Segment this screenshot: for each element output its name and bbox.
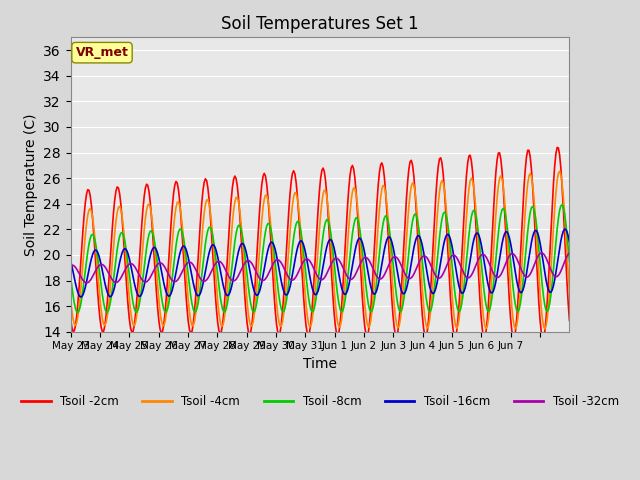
Tsoil -32cm (83, 280, 90, 286)
Tsoil -4cm (515, 302, 523, 308)
Tsoil -8cm (74, 310, 82, 315)
Tsoil -8cm (433, 260, 441, 265)
Tsoil -16cm (345, 283, 353, 288)
Tsoil -16cm (218, 273, 225, 279)
Line: Tsoil -32cm: Tsoil -32cm (70, 252, 570, 283)
Tsoil -32cm (433, 275, 441, 280)
Tsoil -8cm (566, 258, 573, 264)
Tsoil -16cm (67, 258, 74, 264)
Tsoil -4cm (216, 318, 224, 324)
Line: Tsoil -8cm: Tsoil -8cm (70, 205, 570, 312)
Line: Tsoil -2cm: Tsoil -2cm (70, 147, 570, 338)
Tsoil -32cm (218, 260, 225, 265)
Tsoil -2cm (539, 335, 547, 341)
Tsoil -4cm (67, 296, 74, 301)
Tsoil -16cm (433, 280, 441, 286)
Tsoil -16cm (235, 249, 243, 254)
Tsoil -2cm (515, 277, 523, 283)
Tsoil -4cm (432, 235, 440, 240)
Tsoil -32cm (235, 273, 243, 278)
Tsoil -8cm (516, 300, 524, 306)
Tsoil -32cm (345, 276, 353, 281)
Tsoil -32cm (516, 264, 524, 270)
Tsoil -2cm (432, 193, 440, 199)
Tsoil -4cm (541, 326, 548, 332)
Text: VR_met: VR_met (76, 46, 129, 59)
Tsoil -8cm (218, 300, 225, 306)
Y-axis label: Soil Temperature (C): Soil Temperature (C) (24, 113, 38, 256)
Tsoil -16cm (561, 226, 568, 232)
Tsoil -4cm (234, 194, 241, 200)
Tsoil -2cm (67, 315, 74, 321)
Tsoil -16cm (566, 239, 573, 245)
Tsoil -8cm (345, 264, 353, 270)
Tsoil -32cm (419, 254, 426, 260)
Legend: Tsoil -2cm, Tsoil -4cm, Tsoil -8cm, Tsoil -16cm, Tsoil -32cm: Tsoil -2cm, Tsoil -4cm, Tsoil -8cm, Tsoi… (17, 391, 623, 413)
Line: Tsoil -4cm: Tsoil -4cm (70, 171, 570, 329)
Line: Tsoil -16cm: Tsoil -16cm (70, 229, 570, 297)
Tsoil -8cm (558, 202, 566, 208)
Tsoil -2cm (417, 295, 425, 301)
Tsoil -8cm (419, 259, 426, 265)
Tsoil -4cm (556, 168, 563, 174)
Title: Soil Temperatures Set 1: Soil Temperatures Set 1 (221, 15, 419, 33)
Tsoil -4cm (566, 289, 573, 295)
Tsoil -2cm (234, 183, 241, 189)
Tsoil -32cm (67, 263, 74, 268)
Tsoil -2cm (566, 317, 573, 323)
Tsoil -4cm (344, 242, 351, 248)
Tsoil -2cm (344, 203, 351, 208)
Tsoil -32cm (566, 250, 573, 255)
Tsoil -8cm (235, 223, 243, 228)
Tsoil -8cm (67, 274, 74, 279)
Tsoil -16cm (77, 294, 84, 300)
Tsoil -2cm (216, 331, 224, 336)
Tsoil -16cm (419, 243, 426, 249)
Tsoil -4cm (417, 268, 425, 274)
Tsoil -16cm (516, 289, 524, 295)
X-axis label: Time: Time (303, 357, 337, 371)
Tsoil -2cm (554, 144, 561, 150)
